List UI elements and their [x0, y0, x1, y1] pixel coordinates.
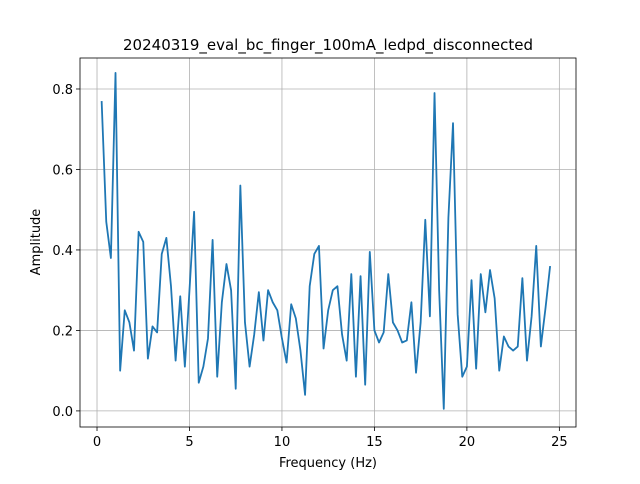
y-axis-label: Amplitude: [29, 209, 44, 276]
x-tick-label: 15: [366, 435, 383, 450]
data-line: [100, 71, 552, 410]
y-tick-label: 0.4: [52, 244, 73, 259]
x-tick-label: 25: [551, 435, 568, 450]
x-tick-label: 0: [93, 435, 101, 450]
y-tick-label: 0.6: [52, 163, 73, 178]
chart-title: 20240319_eval_bc_finger_100mA_ledpd_disc…: [123, 36, 533, 55]
x-tick-label: 20: [459, 435, 476, 450]
y-tick-label: 0.8: [52, 83, 73, 98]
plot-frame: [79, 57, 577, 428]
x-tick-label: 10: [274, 435, 291, 450]
x-tick-label: 5: [185, 435, 193, 450]
y-tick-label: 0.0: [52, 405, 73, 420]
x-axis-label: Frequency (Hz): [279, 456, 377, 471]
y-tick-label: 0.2: [52, 324, 73, 339]
